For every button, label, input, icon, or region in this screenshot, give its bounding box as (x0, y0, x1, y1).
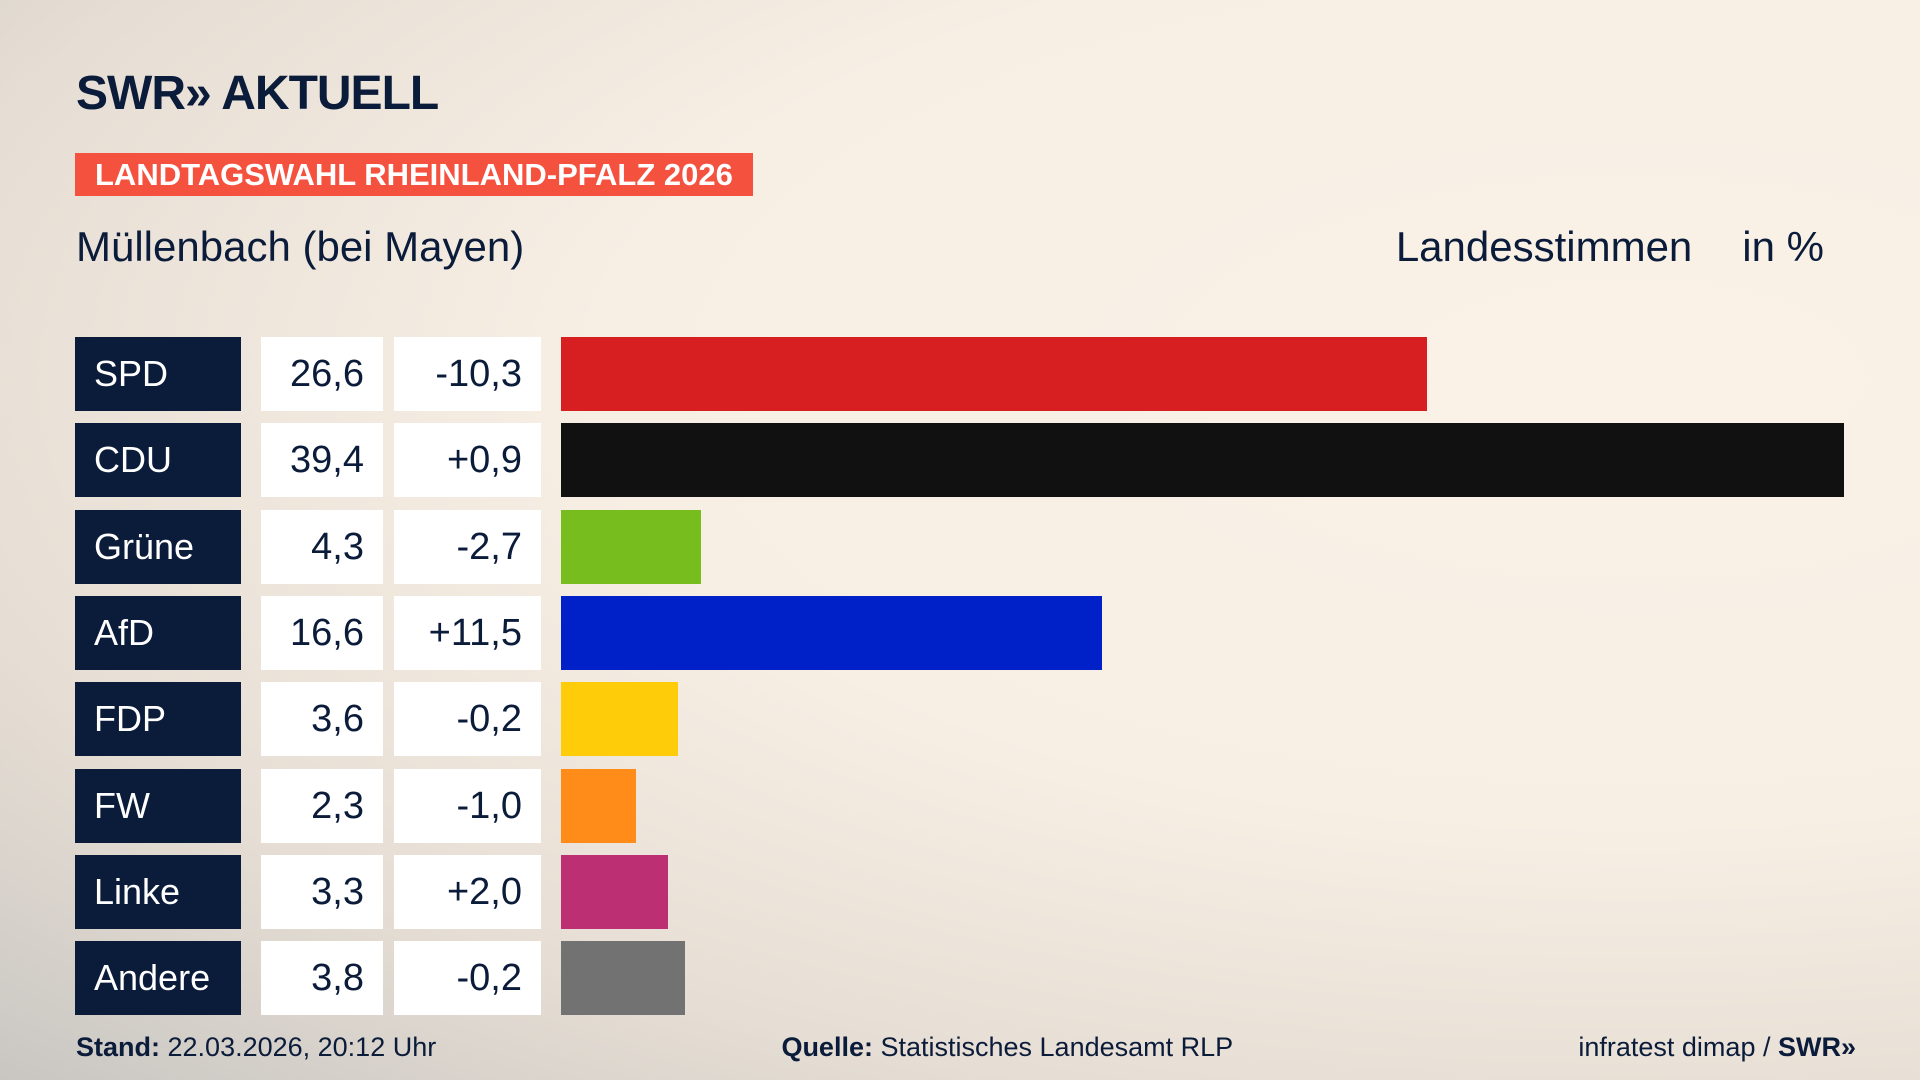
source-label: Quelle: (781, 1032, 873, 1062)
result-row: FW 2,3 -1,0 (75, 768, 1855, 843)
party-label: CDU (75, 423, 241, 498)
footer: Stand: 22.03.2026, 20:12 Uhr Quelle: Sta… (76, 1030, 1856, 1064)
diff-label: -1,0 (394, 768, 541, 843)
diff-label: +0,9 (394, 423, 541, 498)
value-label: 26,6 (261, 337, 383, 411)
diff-label: +11,5 (394, 595, 541, 670)
source-value: Statistisches Landesamt RLP (880, 1032, 1234, 1062)
diff-label: -0,2 (394, 682, 541, 757)
stand-label: Stand: (76, 1032, 160, 1062)
value-label: 4,3 (261, 509, 383, 584)
result-row: Linke 3,3 +2,0 (75, 854, 1855, 929)
result-row: FDP 3,6 -0,2 (75, 682, 1855, 757)
diff-label: -2,7 (394, 509, 541, 584)
result-row: Andere 3,8 -0,2 (75, 941, 1855, 1016)
bar (561, 595, 1102, 670)
source: Quelle: Statistisches Landesamt RLP (781, 1030, 1233, 1064)
place-title: Müllenbach (bei Mayen) (76, 223, 525, 270)
measure-label: Landesstimmen (1395, 223, 1693, 270)
credit-text: infratest dimap / (1578, 1032, 1771, 1062)
swr-logo: SWR» (1777, 1032, 1856, 1062)
party-label: FDP (75, 682, 241, 757)
party-label: Andere (75, 941, 241, 1016)
credit: infratest dimap / SWR» (1578, 1030, 1856, 1064)
party-label: AfD (75, 595, 241, 670)
party-label: Grüne (75, 509, 241, 584)
stand-value: 22.03.2026, 20:12 Uhr (167, 1032, 437, 1062)
value-label: 16,6 (261, 595, 383, 670)
party-label: FW (75, 768, 241, 843)
result-row: Grüne 4,3 -2,7 (75, 509, 1855, 584)
value-label: 3,8 (261, 941, 383, 1016)
election-banner: LANDTAGSWAHL RHEINLAND-PFALZ 2026 (75, 153, 753, 196)
party-label: Linke (75, 854, 241, 929)
diff-label: -10,3 (394, 337, 541, 411)
bar (561, 854, 669, 929)
diff-label: -0,2 (394, 941, 541, 1016)
bar (561, 768, 636, 843)
header-right: Landesstimmen in % (1396, 222, 1824, 272)
bar (561, 509, 702, 584)
stand: Stand: 22.03.2026, 20:12 Uhr (76, 1030, 436, 1064)
bar (561, 941, 685, 1016)
value-label: 39,4 (261, 423, 383, 498)
result-row: SPD 26,6 -10,3 (75, 337, 1855, 411)
value-label: 3,6 (261, 682, 383, 757)
result-row: AfD 16,6 +11,5 (75, 595, 1855, 670)
bar (561, 337, 1428, 411)
bar (561, 682, 679, 757)
unit-label: in % (1742, 223, 1824, 270)
value-label: 3,3 (261, 854, 383, 929)
swr-aktuell-logo: SWR» AKTUELL (76, 67, 439, 120)
bar (561, 423, 1844, 498)
value-label: 2,3 (261, 768, 383, 843)
party-label: SPD (75, 337, 241, 411)
result-row: CDU 39,4 +0,9 (75, 423, 1855, 498)
diff-label: +2,0 (394, 854, 541, 929)
